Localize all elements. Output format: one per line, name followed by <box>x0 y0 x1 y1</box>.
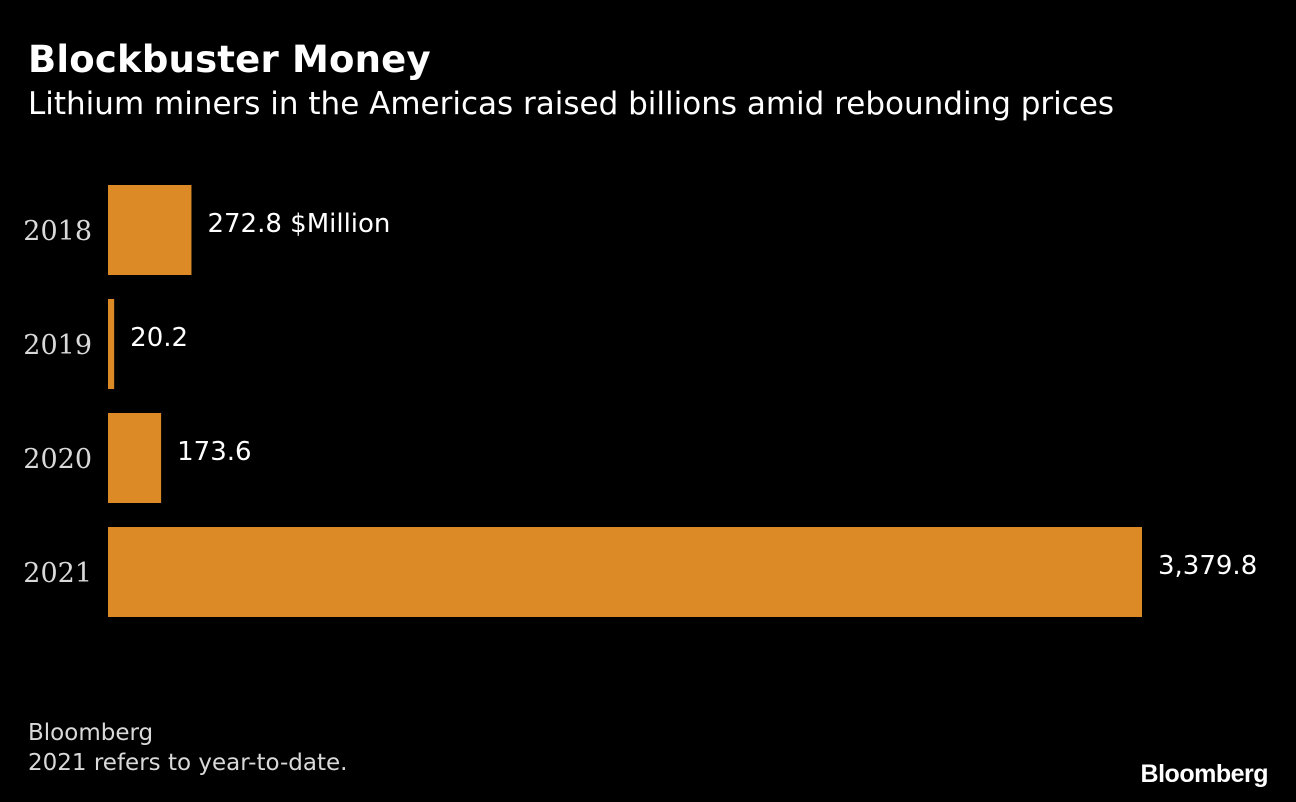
chart-title: Blockbuster Money <box>28 38 431 81</box>
footnote: 2021 refers to year-to-date. <box>28 750 348 776</box>
y-tick-label-2018: 2018 <box>23 216 92 247</box>
y-tick-label-2020: 2020 <box>23 444 92 475</box>
data-label-2021: 3,379.8 <box>1158 551 1257 581</box>
bar-2021 <box>108 527 1142 617</box>
source-label: Bloomberg <box>28 720 154 746</box>
data-label-2019: 20.2 <box>130 323 188 353</box>
chart-subtitle: Lithium miners in the Americas raised bi… <box>28 86 1115 122</box>
data-label-2018: 272.8 $Million <box>207 209 390 239</box>
bar-2020 <box>108 413 162 503</box>
bar-2019 <box>108 299 115 389</box>
bloomberg-logo: Bloomberg <box>1140 760 1269 788</box>
y-tick-label-2021: 2021 <box>23 558 92 589</box>
bar-2018 <box>108 185 192 275</box>
data-label-2020: 173.6 <box>177 437 251 467</box>
y-tick-label-2019: 2019 <box>23 330 92 361</box>
